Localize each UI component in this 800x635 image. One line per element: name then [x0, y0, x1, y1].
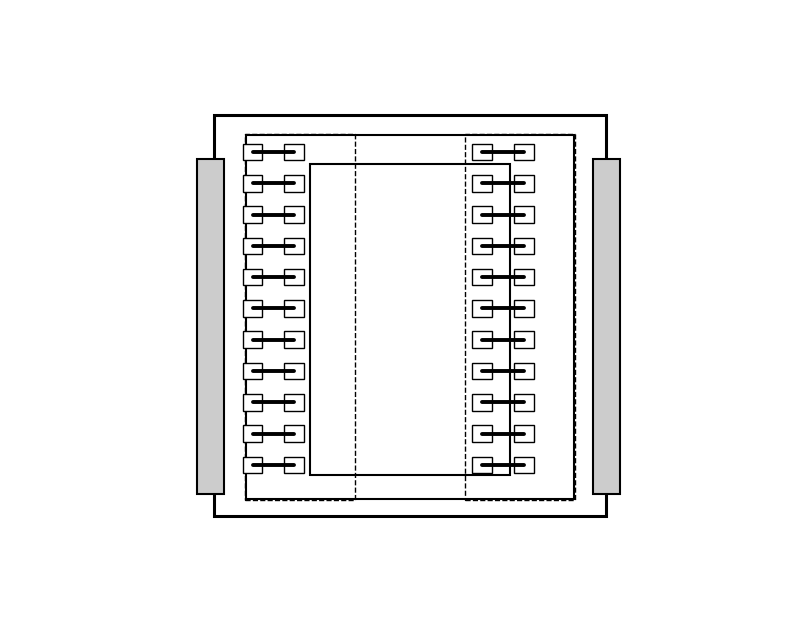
Bar: [284, 457, 304, 473]
Bar: [284, 206, 304, 223]
Bar: [472, 237, 492, 254]
Bar: [514, 457, 534, 473]
Bar: [198, 159, 224, 494]
Bar: [472, 394, 492, 411]
Bar: [514, 237, 534, 254]
Bar: [284, 175, 304, 192]
Bar: [242, 206, 262, 223]
Bar: [246, 134, 355, 500]
Bar: [242, 144, 262, 160]
Bar: [284, 144, 304, 160]
Bar: [242, 394, 262, 411]
Bar: [514, 394, 534, 411]
Bar: [242, 175, 262, 192]
Bar: [472, 457, 492, 473]
Bar: [284, 331, 304, 348]
Bar: [242, 363, 262, 379]
Bar: [514, 144, 534, 160]
Bar: [284, 425, 304, 442]
Bar: [472, 425, 492, 442]
Bar: [594, 159, 620, 494]
Bar: [284, 237, 304, 254]
Bar: [242, 300, 262, 317]
Bar: [310, 164, 510, 475]
Bar: [514, 363, 534, 379]
Bar: [514, 206, 534, 223]
Bar: [242, 425, 262, 442]
Bar: [472, 175, 492, 192]
Bar: [472, 300, 492, 317]
Bar: [284, 363, 304, 379]
Bar: [514, 331, 534, 348]
Bar: [284, 269, 304, 286]
Bar: [465, 134, 574, 500]
Bar: [472, 206, 492, 223]
Bar: [514, 425, 534, 442]
Bar: [242, 237, 262, 254]
Bar: [242, 269, 262, 286]
Bar: [514, 269, 534, 286]
Bar: [514, 300, 534, 317]
Bar: [284, 394, 304, 411]
Bar: [242, 331, 262, 348]
Bar: [514, 175, 534, 192]
Bar: [472, 363, 492, 379]
Bar: [246, 135, 574, 499]
Bar: [472, 144, 492, 160]
Bar: [284, 300, 304, 317]
Bar: [472, 331, 492, 348]
Bar: [242, 457, 262, 473]
Bar: [214, 116, 606, 516]
Bar: [472, 269, 492, 286]
